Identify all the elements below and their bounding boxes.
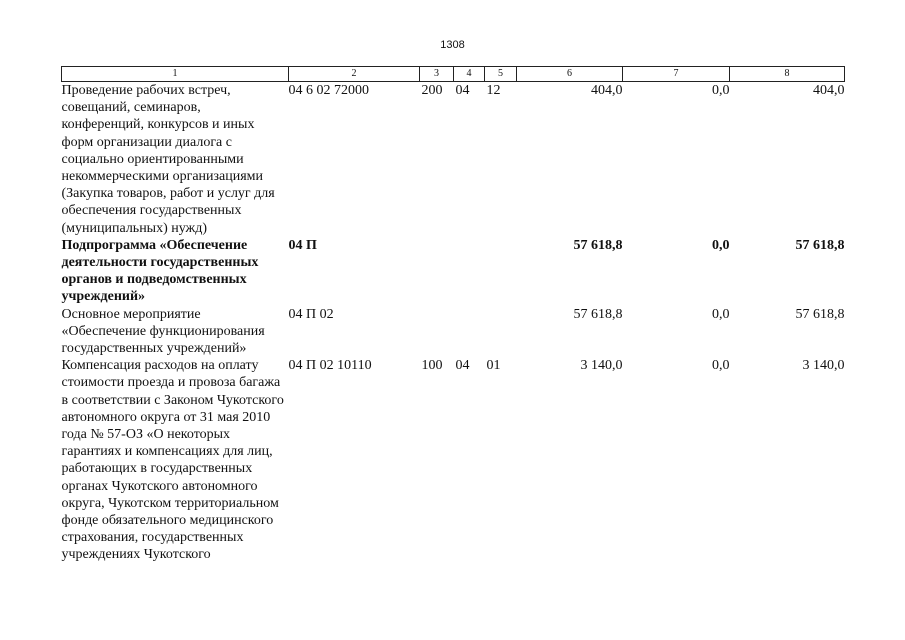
expense-type-cell: 200	[421, 83, 443, 98]
amount-cell: 3 140,0	[580, 358, 623, 374]
subsection-cell	[485, 237, 517, 306]
table-row: Основное мероприятие «Обеспечение функци…	[62, 306, 845, 358]
amount-cell: 57 618,8	[573, 237, 623, 253]
table-row: Компенсация расходов на оплату стоимости…	[62, 357, 845, 563]
page-number: 1308	[440, 39, 465, 51]
column-header: 4	[453, 66, 485, 82]
target-code-cell: 04 П 02	[288, 306, 334, 322]
subsection-cell: 01	[486, 358, 501, 374]
amount-cell: 0,0	[712, 83, 730, 98]
amount-cell: 404,0	[591, 83, 623, 98]
row-name-cell: Проведение рабочих встреч, совещаний, се…	[61, 83, 275, 236]
target-code-cell: 04 П 02 10110	[288, 358, 372, 374]
budget-table: 1 2 3 4 5 6 7 8 Проведение рабочих встре…	[61, 66, 845, 564]
expense-type-cell	[420, 237, 454, 306]
expense-type-cell: 100	[421, 358, 443, 374]
amount-cell: 57 618,8	[795, 237, 845, 253]
section-cell	[454, 237, 485, 306]
expense-type-cell	[420, 306, 454, 358]
amount-cell: 57 618,8	[573, 306, 623, 322]
target-code-cell: 04 П	[288, 237, 317, 253]
subsection-cell	[485, 306, 517, 358]
column-header: 3	[419, 66, 454, 82]
amount-cell: 0,0	[712, 358, 730, 374]
column-header: 6	[516, 66, 623, 82]
amount-cell: 0,0	[712, 237, 730, 253]
table-row: Подпрограмма «Обеспечение деятельности г…	[62, 237, 845, 306]
row-name-cell: Основное мероприятие «Обеспечение функци…	[61, 306, 265, 357]
column-header: 8	[729, 66, 845, 82]
amount-cell: 3 140,0	[802, 358, 845, 374]
target-code-cell: 04 6 02 72000	[288, 83, 370, 98]
amount-cell: 0,0	[712, 306, 730, 322]
amount-cell: 404,0	[813, 83, 845, 98]
section-cell: 04	[455, 358, 470, 374]
row-name-cell: Компенсация расходов на оплату стоимости…	[61, 358, 284, 563]
table-row: Проведение рабочих встреч, совещаний, се…	[62, 82, 845, 237]
amount-cell: 57 618,8	[795, 306, 845, 322]
column-number-header-row: 1 2 3 4 5 6 7 8	[61, 66, 845, 82]
column-header: 2	[288, 66, 420, 82]
section-cell: 04	[455, 83, 470, 98]
section-cell	[454, 306, 485, 358]
column-header: 5	[484, 66, 517, 82]
column-header: 1	[61, 66, 289, 82]
column-header: 7	[622, 66, 730, 82]
row-name-cell: Подпрограмма «Обеспечение деятельности г…	[61, 237, 259, 305]
subsection-cell: 12	[486, 83, 501, 98]
